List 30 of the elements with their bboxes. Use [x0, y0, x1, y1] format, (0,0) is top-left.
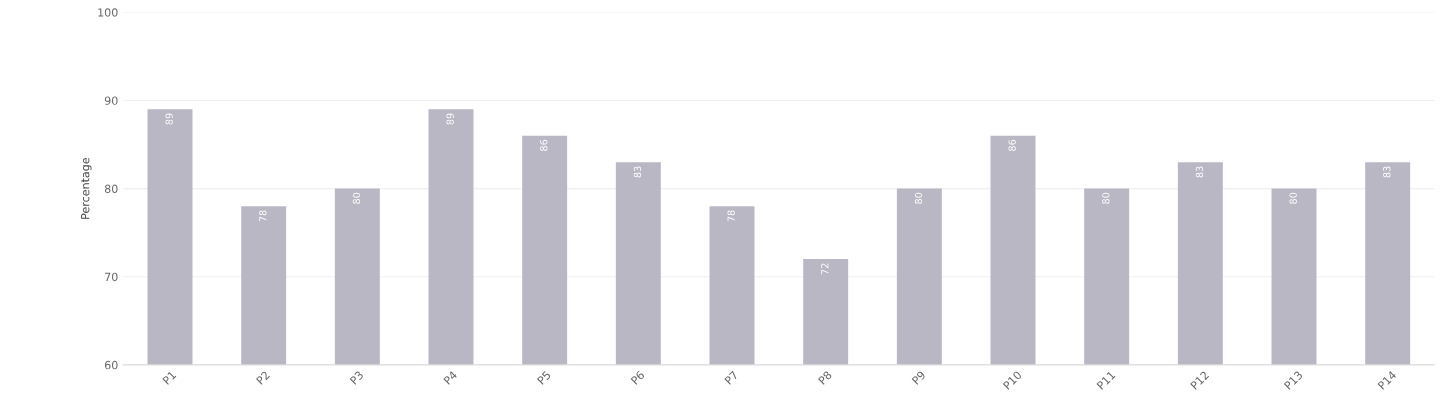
data-label: 86	[540, 139, 548, 151]
data-label: 80	[1102, 192, 1110, 204]
data-label: 78	[727, 210, 735, 222]
x-tick-label: P3	[349, 370, 364, 385]
y-tick-label: 70	[105, 272, 118, 282]
data-label: 78	[259, 210, 267, 222]
data-label: 89	[165, 113, 173, 125]
x-tick-label: P5	[537, 370, 552, 385]
data-label: 80	[1289, 192, 1297, 204]
x-tick-label: P2	[255, 370, 270, 385]
x-tick-label: P11	[1096, 370, 1116, 390]
y-tick-label: 80	[104, 184, 118, 193]
data-label: 80	[352, 192, 361, 204]
y-tick-label: 60	[104, 360, 118, 370]
data-label: 83	[1195, 166, 1204, 178]
x-tick-label: P9	[911, 370, 926, 385]
data-label: 86	[1008, 139, 1016, 151]
data-label: 83	[633, 166, 642, 178]
data-label: 83	[1383, 166, 1391, 178]
y-tick-label: 90	[104, 96, 118, 105]
x-tick-label: P6	[630, 370, 645, 385]
data-label: 72	[821, 263, 829, 275]
y-tick-label: 100	[98, 8, 118, 17]
x-tick-label: P7	[724, 370, 739, 385]
y-axis-title: Percentage	[81, 157, 92, 219]
data-label: 80	[914, 192, 923, 204]
data-label: 89	[446, 113, 454, 125]
x-tick-label: P1	[162, 370, 177, 385]
x-tick-label: P8	[817, 370, 833, 385]
x-tick-label: P4	[443, 370, 458, 385]
